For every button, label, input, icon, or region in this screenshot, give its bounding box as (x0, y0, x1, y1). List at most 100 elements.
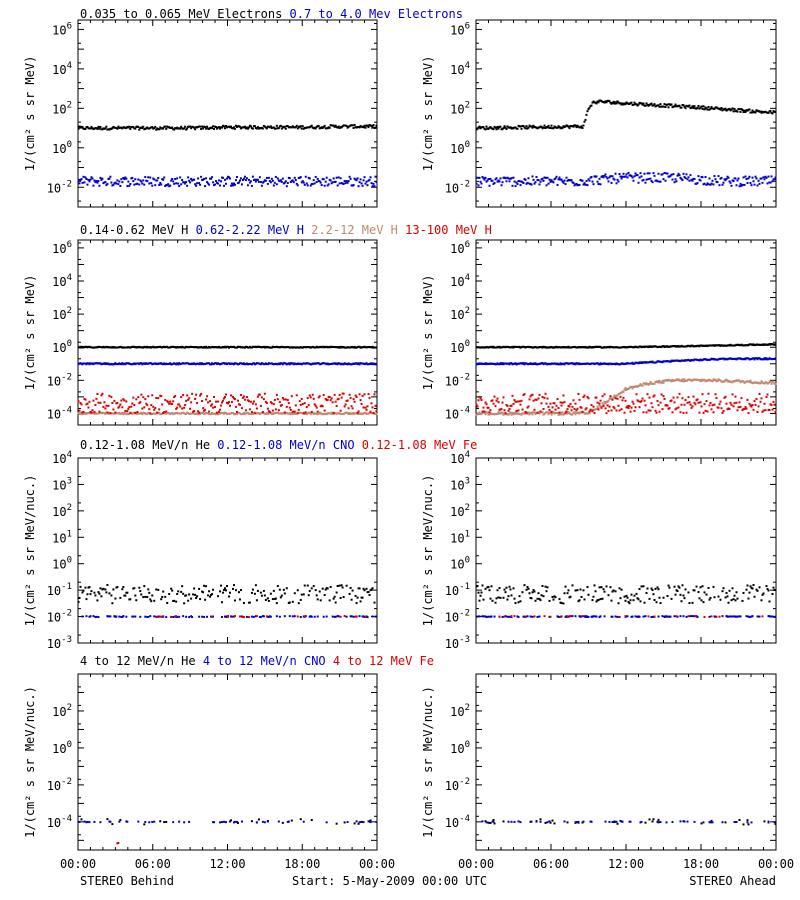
data-point (721, 615, 724, 618)
data-point (105, 125, 108, 128)
data-point (320, 184, 323, 187)
series-title: 13-100 MeV H (398, 223, 492, 237)
data-point (322, 125, 325, 128)
data-point (353, 400, 356, 403)
data-point (583, 182, 586, 185)
data-point (756, 589, 759, 592)
data-point (130, 405, 133, 408)
data-point (774, 615, 777, 618)
data-point (575, 182, 578, 185)
data-point (574, 124, 577, 127)
data-point (512, 587, 515, 590)
data-point (173, 128, 176, 131)
data-point (490, 585, 493, 588)
data-point (81, 181, 84, 184)
data-point (598, 177, 601, 180)
data-point (262, 615, 265, 618)
data-point (177, 363, 180, 366)
data-point (734, 177, 737, 180)
data-point (311, 183, 314, 186)
data-point (323, 124, 326, 127)
y-tick-label-exp: -3 (459, 635, 470, 645)
data-point (638, 615, 641, 618)
data-point (186, 394, 189, 397)
data-point (612, 405, 615, 408)
data-point (303, 584, 306, 587)
data-point (330, 411, 333, 414)
data-point (580, 125, 583, 128)
data-point (691, 601, 694, 604)
data-point (349, 177, 352, 180)
data-point (771, 615, 774, 618)
data-point (313, 615, 316, 618)
data-point (160, 183, 163, 186)
data-point (323, 594, 326, 597)
data-point (118, 411, 121, 414)
data-point (371, 185, 374, 188)
data-point (716, 379, 719, 382)
data-point (301, 403, 304, 406)
data-point (333, 125, 336, 128)
data-point (97, 591, 100, 594)
data-point (753, 358, 756, 361)
y-tick-label-base: 10 (450, 63, 464, 77)
data-point (252, 615, 255, 618)
data-point (139, 401, 142, 404)
data-point (256, 178, 259, 181)
data-point (252, 362, 255, 365)
data-point (210, 177, 213, 180)
data-point (144, 398, 147, 401)
data-point (355, 602, 358, 605)
data-point (748, 402, 751, 405)
data-point (263, 594, 266, 597)
data-point (189, 407, 192, 410)
data-point (617, 404, 620, 407)
data-point (300, 127, 303, 130)
data-point (200, 175, 203, 178)
data-point (90, 590, 93, 593)
data-point (753, 595, 756, 598)
data-point (228, 177, 231, 180)
data-point (318, 180, 321, 183)
data-point (670, 597, 673, 600)
data-point (198, 411, 201, 414)
data-point (223, 412, 226, 415)
data-point (203, 177, 206, 180)
data-point (544, 176, 547, 179)
data-point (508, 407, 511, 410)
data-point (602, 403, 605, 406)
data-point (105, 404, 108, 407)
data-point (287, 402, 290, 405)
data-point (630, 174, 633, 177)
data-point (112, 408, 115, 411)
data-point (506, 598, 509, 601)
data-point (476, 176, 479, 179)
data-point (624, 175, 627, 178)
data-point (597, 101, 600, 104)
data-point (632, 103, 635, 106)
data-point (715, 615, 718, 618)
data-point (682, 380, 685, 383)
data-point (541, 177, 544, 180)
data-point (741, 108, 744, 111)
data-point (276, 584, 279, 587)
data-point (317, 412, 320, 415)
data-point (238, 615, 241, 618)
data-point (726, 595, 729, 598)
data-point (188, 179, 191, 182)
y-tick-label-base: 10 (47, 584, 61, 598)
data-point (88, 586, 91, 589)
data-point (625, 594, 628, 597)
data-point (745, 178, 748, 181)
data-point (187, 398, 190, 401)
y-tick-label-base: 10 (47, 374, 61, 388)
data-point (652, 395, 655, 398)
data-point (355, 395, 358, 398)
data-point (589, 408, 592, 411)
data-point (328, 126, 331, 129)
data-point (730, 599, 733, 602)
data-point (494, 601, 497, 604)
data-point (599, 183, 602, 186)
y-tick-label-base: 10 (445, 181, 459, 195)
data-point (85, 598, 88, 601)
